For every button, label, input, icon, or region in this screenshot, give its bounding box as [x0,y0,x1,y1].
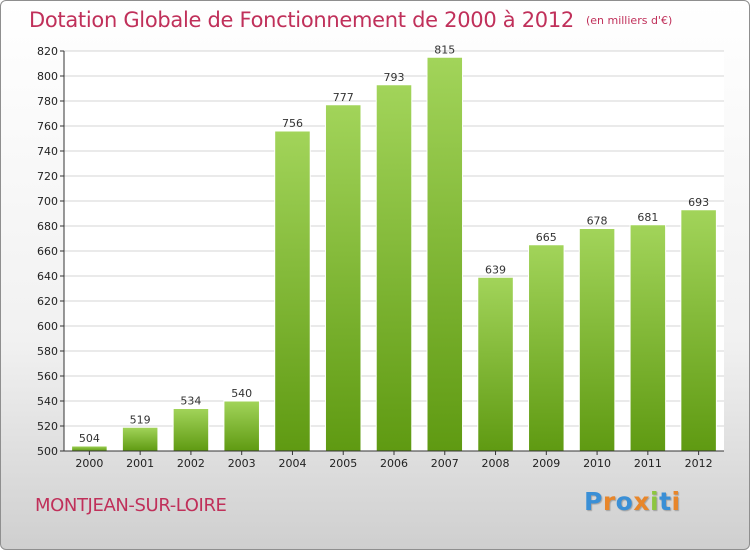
bar [426,56,464,452]
x-tick-label: 2011 [634,457,662,470]
y-tick-label: 780 [37,95,58,108]
bar [223,400,260,452]
x-tick-label: 2000 [75,457,103,470]
bar [324,104,362,452]
chart-title: Dotation Globale de Fonctionnement de 20… [29,8,574,32]
y-tick-label: 560 [37,370,58,383]
bar [528,244,565,452]
bar [375,84,413,452]
logo-letter: t [659,487,672,516]
y-tick-label: 540 [37,395,58,408]
y-tick-label: 620 [37,295,58,308]
x-tick-label: 2003 [228,457,256,470]
logo-letter: o [615,487,634,516]
bar-value-label: 504 [79,432,100,445]
bar [629,224,667,452]
y-tick-label: 580 [37,345,58,358]
bar-value-label: 678 [587,215,608,228]
bar [172,408,210,452]
bar-value-label: 681 [637,211,658,224]
y-tick-label: 680 [37,220,58,233]
logo-letter: i [671,487,681,516]
commune-name: MONTJEAN-SUR-LOIRE [35,495,227,516]
y-tick-label: 740 [37,145,58,158]
bar-value-label: 540 [231,387,252,400]
bar-value-label: 665 [536,231,557,244]
y-tick-label: 600 [37,320,58,333]
proxiti-logo: Proxiti [584,487,681,516]
x-tick-label: 2006 [380,457,408,470]
logo-letter: x [633,487,650,516]
x-tick-label: 2001 [126,457,154,470]
bar-value-label: 519 [130,413,151,426]
y-tick-label: 640 [37,270,58,283]
bar-value-label: 793 [384,71,405,84]
bar-value-label: 639 [485,263,506,276]
bar [71,445,108,452]
bar [274,130,311,452]
logo-letter: i [650,487,660,516]
bar [578,228,616,452]
x-tick-label: 2007 [431,457,459,470]
logo-letter: r [602,487,616,516]
bar [680,209,717,452]
data-labels: 504 519 534 540 756 777 793 815 639 665 678 681 693 [79,43,709,445]
x-tick-label: 2002 [177,457,205,470]
x-tick-label: 2005 [329,457,357,470]
y-tick-label: 500 [37,445,58,458]
chart-subtitle: (en milliers d'€) [585,14,673,27]
bars [71,56,717,452]
bar-value-label: 693 [688,196,709,209]
x-tick-label: 2010 [583,457,611,470]
x-tick-label: 2012 [685,457,713,470]
y-tick-label: 520 [37,420,58,433]
bar-value-label: 777 [333,91,354,104]
x-tick-label: 2009 [532,457,560,470]
logo-letter: P [584,487,603,516]
bar [477,276,514,452]
bar [121,426,159,452]
bar-value-label: 815 [434,43,455,56]
y-tick-label: 800 [37,70,58,83]
y-tick-label: 820 [37,45,58,58]
x-tick-label: 2004 [278,457,306,470]
bar-value-label: 534 [180,395,201,408]
x-tick-label: 2008 [482,457,510,470]
chart-title-line: Dotation Globale de Fonctionnement de 20… [29,8,672,32]
y-tick-label: 700 [37,195,58,208]
y-tick-label: 720 [37,170,58,183]
bar-value-label: 756 [282,117,303,130]
axes: 500 520 540 560 580 600 620 640 660 680 700 720 740 7… [37,45,724,470]
y-tick-label: 760 [37,120,58,133]
y-tick-label: 660 [37,245,58,258]
